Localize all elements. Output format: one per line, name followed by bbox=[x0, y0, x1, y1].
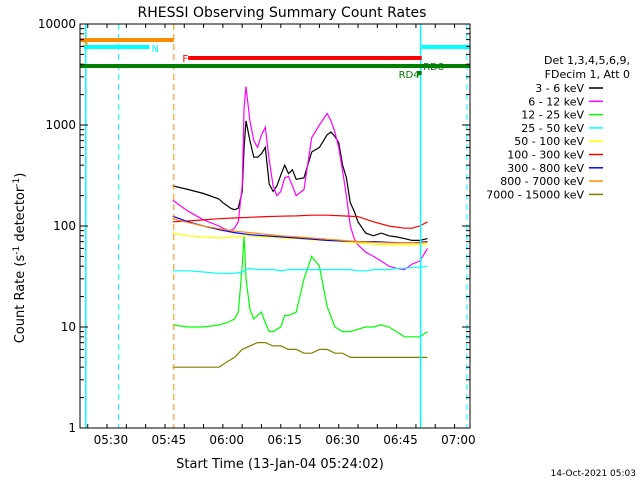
flag-label-f: F bbox=[182, 54, 188, 65]
legend-label-4: 50 - 100 keV bbox=[514, 135, 584, 148]
legend-label-6: 300 - 800 keV bbox=[507, 162, 584, 175]
legend-label-0: 3 - 6 keV bbox=[535, 82, 584, 95]
flag-label-rd4: RD4 bbox=[399, 70, 420, 81]
x-axis-label: Start Time (13-Jan-04 05:24:02) bbox=[176, 457, 384, 472]
flag-label-rd8: RD8 bbox=[423, 62, 444, 73]
series-line-2 bbox=[172, 235, 428, 338]
x-tick-label: 06:00 bbox=[209, 433, 244, 447]
legend: Det 1,3,4,5,6,9, FDecim 1, Att 0 3 - 6 k… bbox=[486, 54, 630, 201]
flag-bar-night-left bbox=[83, 45, 150, 49]
legend-label-7: 800 - 7000 keV bbox=[500, 175, 584, 188]
x-tick-label: 06:30 bbox=[325, 433, 360, 447]
series-line-0 bbox=[172, 120, 428, 241]
flag-label-n: N bbox=[152, 44, 159, 55]
y-axis-label-sup2: -1 bbox=[12, 178, 22, 187]
y-axis-label: Count Rate (s-1 detector-1) bbox=[12, 173, 28, 344]
flag-bar-rd8 bbox=[80, 64, 470, 68]
series-line-3 bbox=[172, 265, 428, 274]
flag-bar-rd4 bbox=[417, 71, 422, 75]
x-tick-label: 05:45 bbox=[152, 433, 187, 447]
footer-timestamp: 14-Oct-2021 05:03 bbox=[551, 469, 636, 479]
series-line-7 bbox=[172, 218, 428, 244]
y-axis-label-mid: detector bbox=[13, 186, 28, 246]
y-tick-label: 100 bbox=[53, 219, 76, 233]
x-tick-label: 06:45 bbox=[383, 433, 418, 447]
y-tick-label: 1 bbox=[68, 421, 76, 435]
flag-bar-saa bbox=[80, 38, 174, 42]
series-line-1 bbox=[172, 86, 429, 271]
y-tick-label: 10000 bbox=[38, 17, 76, 31]
flag-bar-flare bbox=[188, 56, 422, 60]
flag-label-s: S bbox=[82, 38, 88, 49]
x-tick-label: 07:00 bbox=[441, 433, 476, 447]
legend-label-8: 7000 - 15000 keV bbox=[486, 188, 584, 201]
legend-label-5: 100 - 300 keV bbox=[507, 149, 584, 162]
y-axis-label-text: Count Rate (s bbox=[13, 255, 28, 344]
y-axis-label-end: ) bbox=[13, 173, 28, 178]
y-tick-label: 1000 bbox=[45, 118, 76, 132]
y-axis-label-sup: -1 bbox=[12, 246, 22, 255]
legend-header-2: FDecim 1, Att 0 bbox=[545, 68, 630, 81]
y-tick-label: 10 bbox=[61, 320, 76, 334]
legend-header-1: Det 1,3,4,5,6,9, bbox=[544, 54, 630, 67]
x-tick-label: 06:15 bbox=[267, 433, 302, 447]
legend-label-1: 6 - 12 keV bbox=[528, 95, 584, 108]
flag-bar-night-right bbox=[421, 45, 470, 49]
legend-label-3: 25 - 50 keV bbox=[521, 122, 584, 135]
legend-label-2: 12 - 25 keV bbox=[521, 109, 584, 122]
plot-area bbox=[172, 86, 429, 368]
x-tick-label: 05:30 bbox=[94, 433, 129, 447]
series-line-8 bbox=[172, 342, 428, 368]
chart-title: RHESSI Observing Summary Count Rates bbox=[138, 5, 427, 21]
series-line-5 bbox=[172, 214, 428, 229]
